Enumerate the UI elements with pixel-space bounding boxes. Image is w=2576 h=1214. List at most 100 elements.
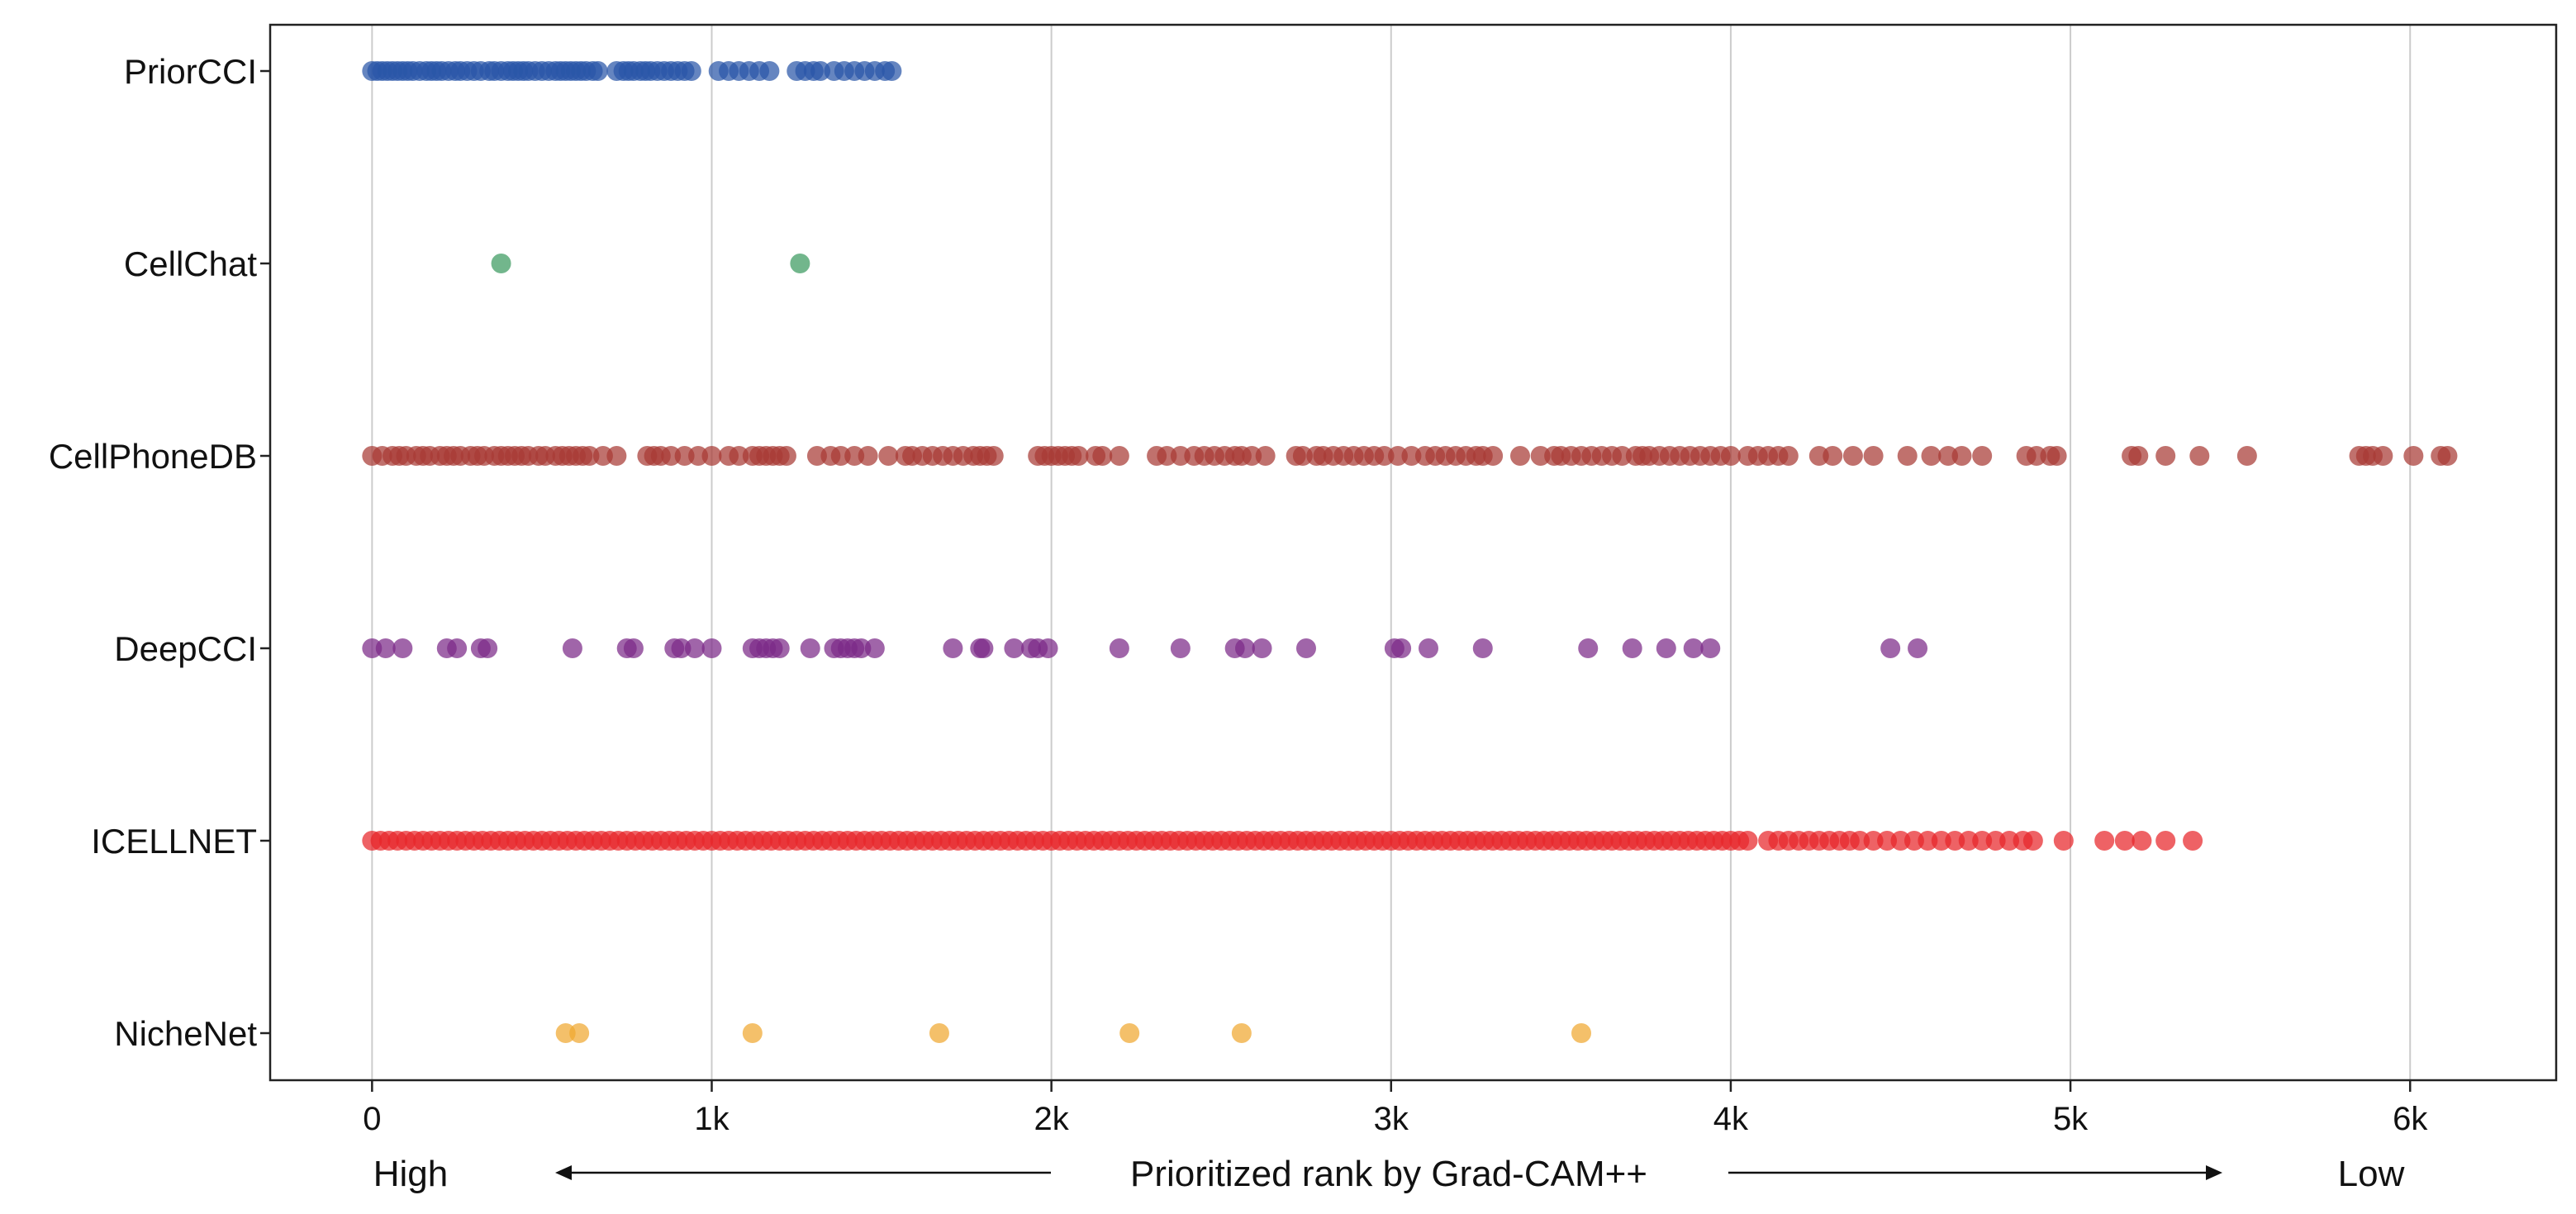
data-point: [362, 638, 383, 658]
data-point: [806, 446, 827, 466]
data-point: [671, 638, 692, 658]
data-point: [1656, 638, 1676, 658]
data-point: [2114, 831, 2135, 851]
data-point: [2189, 446, 2210, 466]
data-point: [1004, 638, 1024, 658]
data-point: [661, 446, 682, 466]
category-label: CellChat: [124, 244, 257, 283]
series-priorcci: [362, 61, 902, 81]
right-arrow-head: [2206, 1165, 2222, 1180]
data-point: [606, 446, 627, 466]
data-point: [830, 446, 851, 466]
data-point: [1897, 446, 1918, 466]
data-point: [1292, 446, 1313, 466]
data-point: [1700, 638, 1721, 658]
y-axis: PriorCCI CellChat CellPhoneDB DeepCCI ICELLN…: [49, 52, 270, 1053]
data-point: [729, 446, 749, 466]
plot-frame: [269, 23, 2558, 1082]
x-tick-label: 6k: [2393, 1101, 2428, 1137]
data-point: [1170, 446, 1191, 466]
data-point: [1720, 446, 1741, 466]
data-point: [2373, 446, 2393, 466]
data-point: [674, 446, 695, 466]
data-point: [2236, 446, 2257, 466]
data-points: [362, 61, 2458, 1043]
data-point: [1880, 638, 1901, 658]
data-point: [2403, 446, 2424, 466]
data-point: [1242, 446, 1262, 466]
data-point: [555, 1023, 576, 1043]
data-point: [2437, 446, 2458, 466]
x-high-label: Low: [2338, 1154, 2405, 1194]
data-point: [2128, 446, 2149, 466]
data-point: [1170, 638, 1191, 658]
data-point: [742, 1023, 763, 1043]
x-tick-label: 2k: [1034, 1101, 1070, 1137]
category-label: ICELLNET: [91, 822, 257, 861]
category-label: NicheNet: [114, 1014, 257, 1053]
data-point: [1092, 446, 1113, 466]
data-point: [2094, 831, 2115, 851]
data-point: [1109, 638, 1129, 658]
x-tick-label: 4k: [1713, 1101, 1749, 1137]
data-point: [1778, 446, 1799, 466]
data-point: [1958, 831, 1979, 851]
data-point: [1903, 831, 1924, 851]
data-point: [1737, 831, 1758, 851]
x-tick-label: 1k: [694, 1101, 730, 1137]
data-point: [858, 446, 878, 466]
series-cellphonedb: [362, 446, 2458, 466]
data-point: [776, 446, 796, 466]
x-tick-label: 5k: [2053, 1101, 2089, 1137]
data-point: [1109, 446, 1129, 466]
data-point: [392, 638, 413, 658]
data-point: [929, 1023, 949, 1043]
data-point: [1945, 831, 1965, 851]
x-low-label: High: [373, 1154, 449, 1194]
data-point: [1255, 446, 1276, 466]
data-point: [1808, 446, 1829, 466]
data-point: [2155, 446, 2176, 466]
series-deepcci: [362, 638, 1928, 658]
series-nichenet: [555, 1023, 1592, 1043]
data-point: [1985, 831, 2006, 851]
data-point: [810, 61, 831, 81]
data-point: [1972, 446, 1993, 466]
grid-lines: [371, 25, 2412, 1080]
data-point: [688, 446, 709, 466]
data-point: [800, 638, 820, 658]
data-point: [2183, 831, 2203, 851]
data-point: [1918, 831, 1938, 851]
data-point: [864, 638, 885, 658]
data-point: [579, 446, 600, 466]
data-point: [1295, 638, 1316, 658]
data-point: [1387, 446, 1408, 466]
data-point: [2026, 446, 2046, 466]
data-point: [1391, 638, 1412, 658]
data-point: [1938, 446, 1959, 466]
data-point: [587, 61, 608, 81]
category-label: DeepCCI: [114, 629, 257, 668]
data-point: [1530, 446, 1551, 466]
data-point: [681, 61, 701, 81]
data-point: [569, 1023, 590, 1043]
data-point: [1252, 638, 1272, 658]
data-point: [1472, 638, 1493, 658]
data-point: [769, 638, 790, 658]
data-point: [1510, 446, 1531, 466]
data-point: [2132, 831, 2152, 851]
data-point: [701, 638, 722, 658]
data-point: [1683, 638, 1704, 658]
left-arrow-head: [555, 1165, 572, 1180]
data-point: [701, 446, 722, 466]
series-icellnet: [362, 831, 2203, 851]
data-point: [1890, 831, 1911, 851]
data-point: [1999, 831, 2020, 851]
data-point: [1951, 446, 1972, 466]
data-point: [1931, 831, 1951, 851]
data-point: [1231, 1023, 1252, 1043]
data-point: [878, 446, 899, 466]
x-axis-label: Prioritized rank by Grad-CAM++: [1130, 1154, 1647, 1194]
series-cellchat: [491, 254, 810, 273]
